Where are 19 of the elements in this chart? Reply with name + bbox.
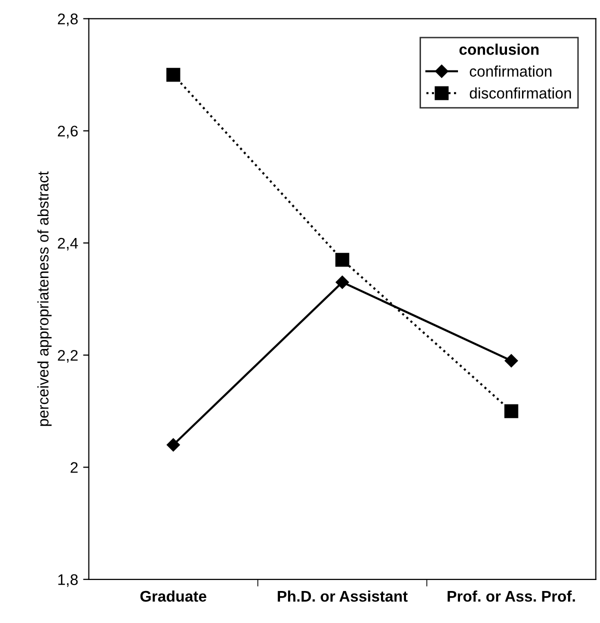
point [166,68,180,82]
y-axis-title: perceived appropriateness of abstract [37,171,52,426]
legend-label: confirmation [470,66,552,77]
y-tick-label: 2,8 [58,14,78,26]
y-tick-label: 2,4 [58,238,78,250]
point [504,354,518,368]
point [335,252,350,267]
y-tick-label: 2,2 [58,350,78,363]
x-tick-label: Prof. or Ass. Prof. [448,590,575,602]
point [504,404,518,418]
y-tick-label: 2 [70,462,78,473]
point [166,438,180,452]
y-tick-label: 1,8 [58,574,78,587]
legend-title: conclusion [459,44,539,55]
point [336,276,349,289]
x-tick-label: Graduate [140,590,206,602]
x-tick-label: Ph.D. or Assistant [278,590,408,602]
y-tick-label: 2,6 [58,126,78,138]
legend-label: disconfirmation [470,87,571,99]
